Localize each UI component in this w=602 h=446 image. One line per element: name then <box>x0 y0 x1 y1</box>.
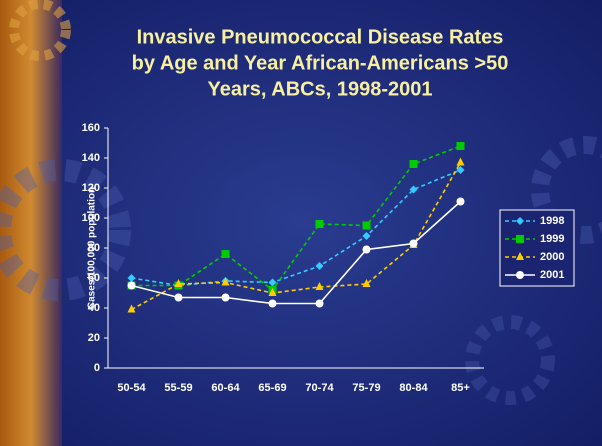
marker <box>457 142 465 150</box>
slide: Invasive Pneumococcal Disease Rates by A… <box>0 0 602 446</box>
marker <box>222 294 230 302</box>
x-tick-label: 75-79 <box>352 382 380 394</box>
y-tick-label: 140 <box>82 152 100 164</box>
x-tick-label: 50-54 <box>117 382 146 394</box>
legend-label: 1998 <box>540 215 564 227</box>
legend-label: 2000 <box>540 251 564 263</box>
chart-title: by Age and Year African-Americans >50 <box>132 52 509 74</box>
marker <box>410 240 418 248</box>
y-tick-label: 40 <box>88 302 100 314</box>
x-tick-label: 85+ <box>451 382 470 394</box>
y-tick-label: 160 <box>82 122 100 134</box>
marker <box>410 160 418 168</box>
chart-title: Years, ABCs, 1998-2001 <box>208 78 433 100</box>
marker <box>363 222 371 230</box>
marker <box>269 300 277 308</box>
y-tick-label: 20 <box>88 332 100 344</box>
y-tick-label: 100 <box>82 212 100 224</box>
y-tick-label: 60 <box>88 272 100 284</box>
legend-label: 2001 <box>540 269 564 281</box>
legend-label: 1999 <box>540 233 564 245</box>
x-tick-label: 60-64 <box>211 382 240 394</box>
marker <box>457 198 465 206</box>
x-tick-label: 55-59 <box>164 382 192 394</box>
y-tick-label: 0 <box>94 362 100 374</box>
x-tick-label: 65-69 <box>258 382 286 394</box>
y-tick-label: 120 <box>82 182 100 194</box>
marker <box>175 294 183 302</box>
x-tick-label: 70-74 <box>305 382 334 394</box>
marker <box>222 250 230 258</box>
chart-title: Invasive Pneumococcal Disease Rates <box>137 26 504 48</box>
marker <box>128 282 136 290</box>
y-tick-label: 80 <box>88 242 100 254</box>
legend-marker <box>516 235 524 243</box>
marker <box>363 246 371 254</box>
x-tick-label: 80-84 <box>399 382 428 394</box>
marker <box>316 300 324 308</box>
marker <box>316 220 324 228</box>
legend-marker <box>516 271 524 279</box>
